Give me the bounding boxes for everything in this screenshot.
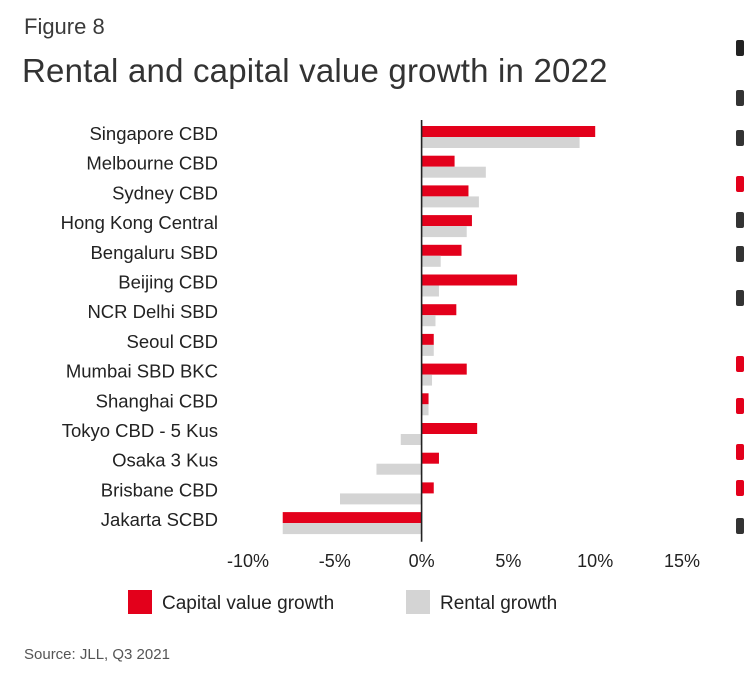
legend-label-capital: Capital value growth	[162, 593, 334, 614]
cropped-fragment	[736, 212, 744, 228]
bar-rental-growth	[421, 315, 436, 327]
legend-swatch-rental	[406, 590, 430, 614]
x-tick-label: -10%	[227, 551, 269, 571]
category-label: Bengaluru SBD	[90, 242, 218, 263]
bar-rental-growth	[340, 493, 422, 505]
bar-rental-growth	[421, 404, 429, 416]
category-label: Mumbai SBD BKC	[66, 361, 218, 382]
bar-rental-growth	[421, 344, 434, 356]
bar-rental-growth	[282, 523, 422, 535]
bar-capital-value-growth	[421, 423, 478, 434]
bar-rental-growth	[421, 285, 439, 297]
x-tick-label: 5%	[495, 551, 521, 571]
bar-capital-value-growth	[421, 333, 434, 345]
legend-swatch-capital	[128, 590, 152, 614]
cropped-fragment	[736, 356, 744, 372]
bar-capital-value-growth	[421, 482, 434, 494]
category-label: Singapore CBD	[89, 123, 218, 144]
cropped-fragment	[736, 130, 744, 146]
cropped-fragment	[736, 398, 744, 414]
category-label: Hong Kong Central	[61, 212, 218, 233]
bar-capital-value-growth	[421, 363, 467, 375]
cropped-adjacent-text	[734, 0, 744, 697]
bar-capital-value-growth	[421, 304, 457, 316]
cropped-fragment	[736, 176, 744, 192]
category-label: Seoul CBD	[126, 331, 218, 352]
bar-rental-growth	[421, 226, 467, 238]
x-tick-label: 10%	[577, 551, 613, 571]
category-label: NCR Delhi SBD	[87, 301, 218, 322]
bar-capital-value-growth	[421, 244, 462, 256]
bar-rental-growth	[400, 434, 422, 445]
cropped-fragment	[736, 290, 744, 306]
category-label: Jakarta SCBD	[101, 509, 218, 530]
bar-capital-value-growth	[421, 215, 472, 227]
bar-rental-growth	[376, 463, 422, 475]
cropped-fragment	[736, 518, 744, 534]
x-tick-label: -5%	[319, 551, 351, 571]
cropped-fragment	[736, 246, 744, 262]
x-tick-label: 0%	[409, 551, 435, 571]
bar-rental-growth	[421, 374, 433, 386]
legend-label-rental: Rental growth	[440, 593, 557, 614]
cropped-fragment	[736, 40, 744, 56]
bar-capital-value-growth	[421, 185, 469, 197]
cropped-fragment	[736, 480, 744, 496]
bar-rental-growth	[421, 137, 580, 148]
x-tick-label: 15%	[664, 551, 700, 571]
category-label: Osaka 3 Kus	[112, 450, 218, 471]
figure-label: Figure 8	[24, 14, 105, 39]
category-label: Brisbane CBD	[101, 479, 218, 500]
bar-capital-value-growth	[421, 452, 439, 464]
category-label: Shanghai CBD	[96, 390, 218, 411]
bar-capital-value-growth	[421, 126, 596, 137]
cropped-fragment	[736, 444, 744, 460]
bar-rental-growth	[421, 255, 441, 267]
bar-capital-value-growth	[421, 274, 518, 286]
bar-capital-value-growth	[421, 393, 429, 405]
bar-chart: Singapore CBD Melbourne CBD Sydney CBD Hong…	[61, 120, 700, 614]
category-label: Sydney CBD	[112, 182, 218, 203]
cropped-fragment	[736, 90, 744, 106]
category-label: Melbourne CBD	[86, 153, 218, 174]
bar-capital-value-growth	[282, 512, 422, 524]
chart-title: Rental and capital value growth in 2022	[22, 52, 608, 89]
source-note: Source: JLL, Q3 2021	[24, 646, 170, 663]
bar-rental-growth	[421, 166, 486, 178]
category-label: Tokyo CBD - 5 Kus	[62, 420, 218, 441]
bar-rental-growth	[421, 196, 479, 208]
category-label: Beijing CBD	[118, 272, 218, 293]
bar-capital-value-growth	[421, 155, 455, 167]
